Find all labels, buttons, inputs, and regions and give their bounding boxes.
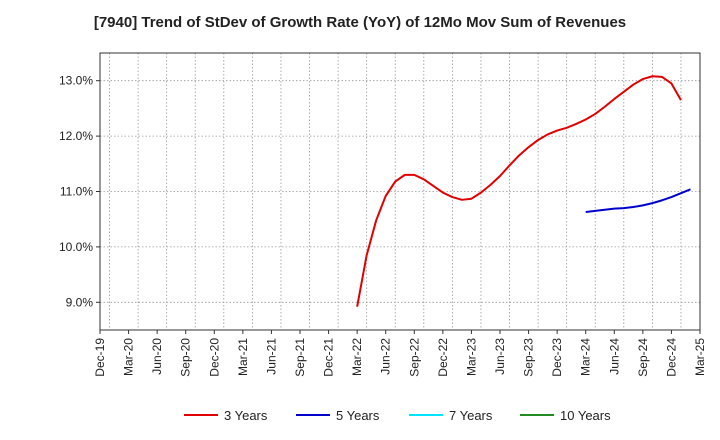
x-tick-label: Jun-22 [379,338,393,375]
x-tick-label: Sep-21 [293,338,307,377]
x-tick-label: Sep-22 [407,338,421,377]
x-tick-label: Dec-24 [664,338,678,377]
x-tick-label: Dec-20 [207,338,221,377]
y-tick-label: 13.0% [59,74,93,88]
x-tick-label: Dec-22 [436,338,450,377]
x-tick-label: Jun-23 [493,338,507,375]
legend-label-10-years: 10 Years [560,408,611,423]
x-tick-label: Jun-20 [150,338,164,375]
y-axis-ticks: 9.0% 10.0% 11.0% 12.0% 13.0% [59,74,100,309]
x-tick-label: Dec-21 [322,338,336,377]
legend-label-3-years: 3 Years [224,408,268,423]
x-tick-label: Jun-24 [607,338,621,375]
x-tick-label: Mar-20 [122,338,136,376]
x-tick-label: Mar-23 [464,338,478,376]
x-tick-label: Jun-21 [264,338,278,375]
x-tick-label: Mar-22 [350,338,364,376]
x-tick-label: Sep-24 [636,338,650,377]
series-line-5-years [585,188,691,213]
x-tick-label: Mar-21 [236,338,250,376]
y-tick-label: 10.0% [59,240,93,254]
x-tick-label: Mar-25 [693,338,707,376]
legend: 3 Years 5 Years 7 Years 10 Years [184,408,611,423]
series-lines [356,75,691,307]
y-tick-label: 11.0% [60,185,93,199]
x-tick-label: Sep-23 [522,338,536,377]
x-axis-ticks: Dec-19 Mar-20 Jun-20 Sep-20 Dec-20 Mar-21 Jun-… [93,330,707,377]
legend-label-5-years: 5 Years [336,408,380,423]
y-tick-label: 12.0% [59,129,93,143]
series-line-3-years [356,75,682,307]
plot-frame [99,52,701,331]
x-tick-label: Sep-20 [179,338,193,377]
plot-area [100,53,700,330]
x-tick-label: Mar-24 [579,338,593,376]
x-tick-label: Dec-23 [550,338,564,377]
legend-label-7-years: 7 Years [449,408,493,423]
x-tick-label: Dec-19 [93,338,107,377]
chart-title: [7940] Trend of StDev of Growth Rate (Yo… [93,14,627,31]
y-tick-label: 9.0% [66,295,94,309]
